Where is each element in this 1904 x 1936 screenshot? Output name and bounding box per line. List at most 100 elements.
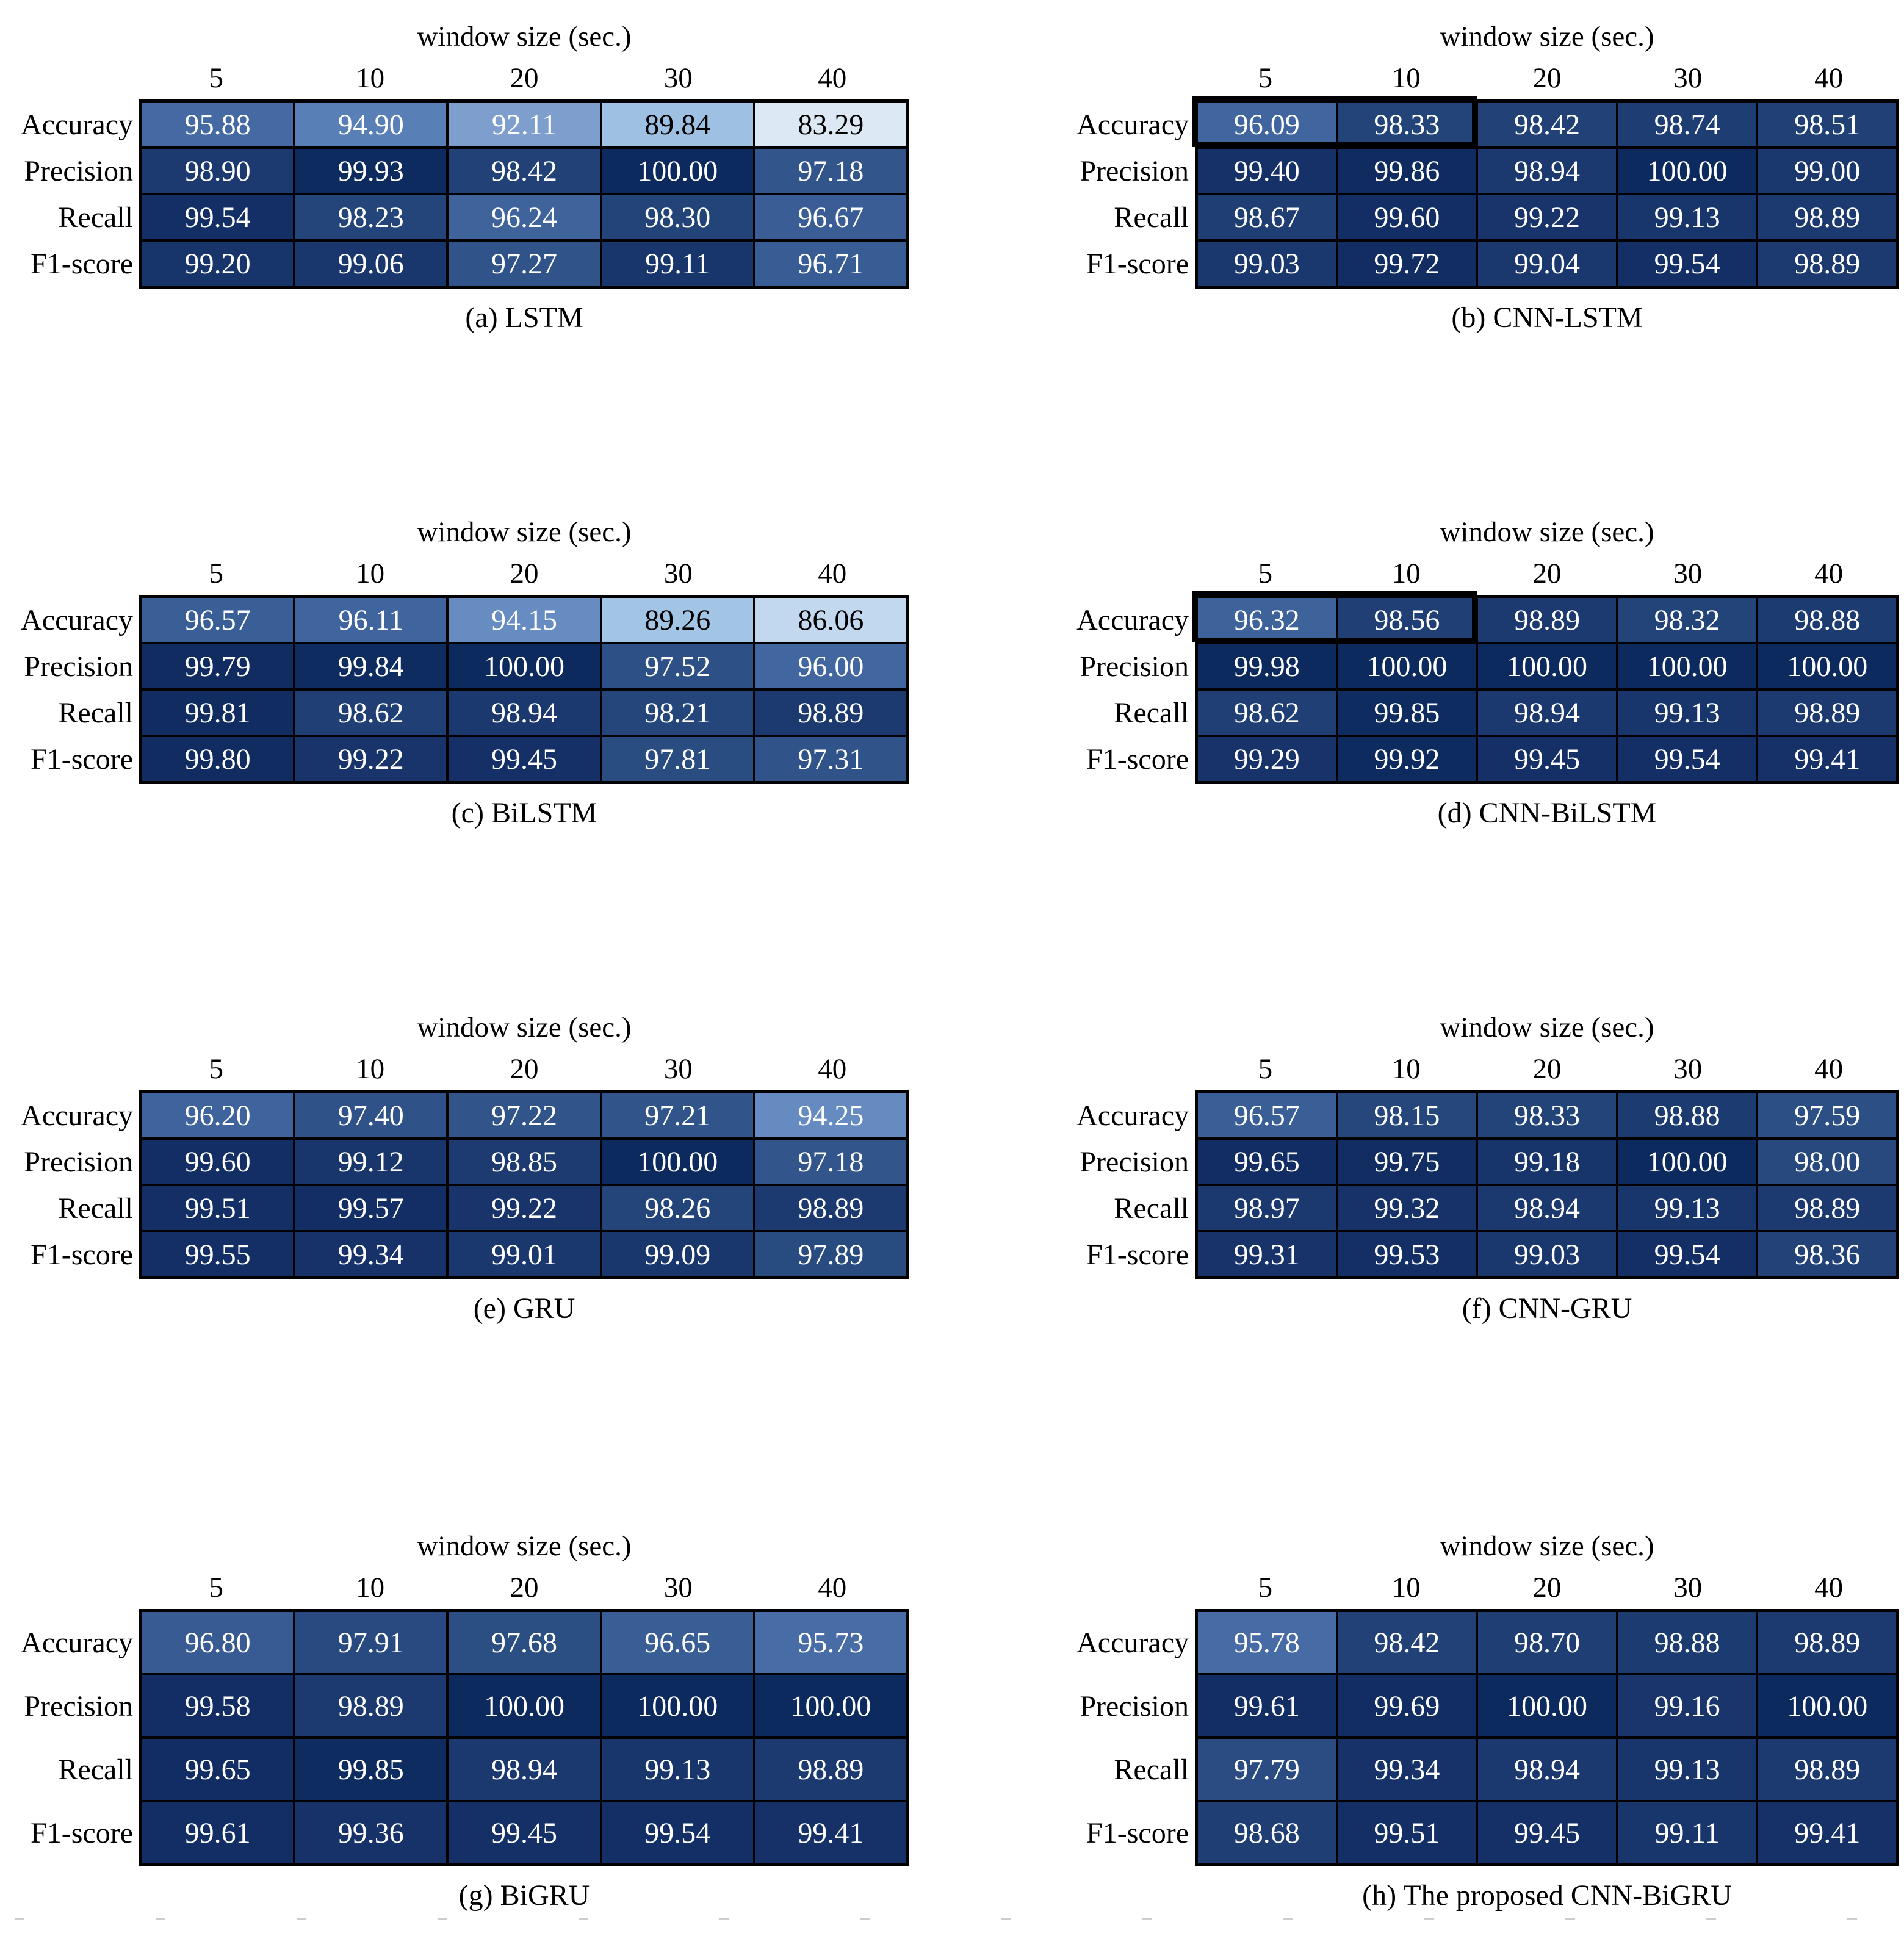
col-header: 30 (663, 1572, 693, 1603)
heatmap-cell: 100.00 (602, 149, 753, 193)
heatmap-cell: 99.51 (1338, 1802, 1476, 1863)
col-header: 40 (1814, 558, 1844, 589)
heatmap-cell: 99.03 (1198, 242, 1336, 286)
axis-title: window size (sec.) (1440, 1530, 1654, 1562)
heatmap-cell: 98.67 (1198, 195, 1336, 239)
heatmap-cell: 99.20 (142, 242, 294, 286)
heatmap-cell: 98.70 (1478, 1612, 1616, 1673)
col-header: 40 (818, 1053, 847, 1085)
heatmap-cell: 99.81 (142, 691, 294, 735)
heatmap: 96.32 98.56 98.89 98.32 98.88 99.98 100.00 100.… (1192, 591, 1899, 784)
heatmap-cell: 98.89 (1758, 195, 1896, 239)
heatmap-cell: 99.41 (755, 1802, 906, 1863)
heatmap-cell: 99.54 (602, 1802, 753, 1863)
heatmap-cell: 98.68 (1198, 1802, 1336, 1863)
heatmap-cell: 98.74 (1618, 103, 1756, 146)
heatmap-cell: 97.27 (449, 242, 600, 286)
col-header: 20 (510, 62, 539, 94)
row-label: F1-score (1086, 743, 1189, 775)
row-labels: Accuracy Precision Recall F1-score (0, 595, 139, 784)
heatmap: 96.57 98.15 98.33 98.88 97.59 99.65 99.75 99.18… (1195, 1090, 1899, 1279)
heatmap-area: Accuracy Precision Recall F1-score 95.78 98.… (1037, 1609, 1904, 1866)
col-header: 40 (1814, 1572, 1844, 1603)
heatmap-cell: 99.93 (295, 149, 447, 193)
heatmap: 96.80 97.91 97.68 96.65 95.73 99.58 98.89 100.0… (139, 1609, 909, 1866)
heatmap-cell: 96.20 (142, 1093, 294, 1137)
heatmap-cell: 98.42 (449, 149, 600, 193)
heatmap-cell: 98.89 (755, 691, 906, 735)
heatmap-cell: 97.79 (1198, 1739, 1336, 1800)
heatmap-cell: 97.89 (755, 1232, 906, 1276)
heatmap-cell: 100.00 (602, 1140, 753, 1184)
heatmap-cell: 99.51 (142, 1186, 294, 1230)
col-header: 5 (1258, 1572, 1273, 1603)
heatmap-cell: 99.55 (142, 1232, 294, 1276)
panel-caption: (c) BiLSTM (451, 797, 597, 829)
heatmap-cell: 99.29 (1198, 737, 1336, 781)
heatmap-cell: 99.58 (142, 1675, 294, 1736)
heatmap-cell: 100.00 (1758, 1675, 1896, 1736)
heatmap-cell: 98.23 (295, 195, 447, 239)
heatmap-cell: 99.04 (1478, 242, 1616, 286)
heatmap-cell: 99.22 (295, 737, 447, 781)
heatmap-cell: 99.61 (142, 1802, 294, 1863)
heatmap-cell: 100.00 (1478, 644, 1616, 688)
panel-lstm: window size (sec.) 5 10 20 30 40 Accuracy Pre… (0, 0, 1037, 495)
col-header: 30 (663, 1053, 693, 1085)
col-header: 5 (1258, 1053, 1273, 1085)
heatmap-cell: 99.40 (1198, 149, 1336, 193)
heatmap-cell: 98.94 (449, 691, 600, 735)
heatmap-cell: 96.80 (142, 1612, 294, 1673)
axis-title: window size (sec.) (417, 1012, 632, 1043)
row-labels: Accuracy Precision Recall F1-score (0, 99, 139, 289)
heatmap-cell: 99.85 (295, 1739, 447, 1800)
heatmap-cell: 100.00 (449, 644, 600, 688)
heatmap-cell: 98.36 (1758, 1232, 1896, 1276)
row-labels: Accuracy Precision Recall F1-score (1037, 1090, 1195, 1279)
heatmap-cell: 99.60 (142, 1140, 294, 1184)
row-label: Precision (1080, 650, 1189, 683)
axis-title: window size (sec.) (1440, 516, 1654, 548)
heatmap-cell: 100.00 (1758, 644, 1896, 688)
heatmap-cell: 98.33 (1478, 1093, 1616, 1137)
col-headers: 5 10 20 30 40 (139, 1571, 909, 1604)
heatmap-cell: 99.22 (449, 1186, 600, 1230)
col-header: 40 (1814, 62, 1844, 94)
heatmap-area: Accuracy Precision Recall F1-score 96.20 97.… (0, 1090, 1037, 1279)
heatmap-cell: 96.57 (1198, 1093, 1336, 1137)
heatmap-cell: 96.11 (295, 598, 447, 642)
heatmap-cell: 100.00 (755, 1675, 906, 1736)
heatmap-cell: 99.54 (1618, 1232, 1756, 1276)
panel-bilstm: window size (sec.) 5 10 20 30 40 Accuracy Pre… (0, 495, 1037, 991)
axis-title: window size (sec.) (417, 21, 632, 52)
col-header: 10 (356, 62, 385, 94)
heatmap-cell: 83.29 (755, 103, 906, 146)
heatmap-cell: 96.00 (755, 644, 906, 688)
figure-row-3: window size (sec.) 5 10 20 30 40 Accuracy Pre… (0, 991, 1904, 1486)
heatmap-area: Accuracy Precision Recall F1-score 96.09 98.… (1037, 96, 1904, 289)
heatmap-cell: 98.26 (602, 1186, 753, 1230)
heatmap-area: Accuracy Precision Recall F1-score 95.88 94.… (0, 99, 1037, 289)
heatmap-cell: 97.91 (295, 1612, 447, 1673)
heatmap-cell: 97.40 (295, 1093, 447, 1137)
panel-caption: (h) The proposed CNN-BiGRU (1362, 1879, 1732, 1912)
heatmap-cell: 99.36 (295, 1802, 447, 1863)
heatmap-cell: 100.00 (602, 1675, 753, 1736)
heatmap-cell: 99.11 (1618, 1802, 1756, 1863)
heatmap-cell: 98.21 (602, 691, 753, 735)
heatmap-cell: 98.89 (1758, 1612, 1896, 1673)
heatmap-cell: 96.32 (1198, 598, 1336, 642)
heatmap-cell: 99.86 (1338, 149, 1476, 193)
heatmap-cell: 94.15 (449, 598, 600, 642)
heatmap-cell: 95.88 (142, 103, 294, 146)
row-label: Recall (58, 696, 133, 729)
heatmap-cell: 97.22 (449, 1093, 600, 1137)
row-label: Accuracy (1076, 1626, 1189, 1659)
col-headers: 5 10 20 30 40 (1195, 1053, 1899, 1085)
col-headers: 5 10 20 30 40 (1195, 557, 1899, 590)
col-header: 30 (1673, 1053, 1703, 1085)
heatmap-cell: 99.18 (1478, 1140, 1616, 1184)
heatmap-grid: 96.57 96.11 94.15 89.26 86.06 99.79 99.84 100.0… (139, 595, 909, 784)
heatmap-cell: 98.89 (1758, 691, 1896, 735)
heatmap-cell: 99.11 (602, 242, 753, 286)
